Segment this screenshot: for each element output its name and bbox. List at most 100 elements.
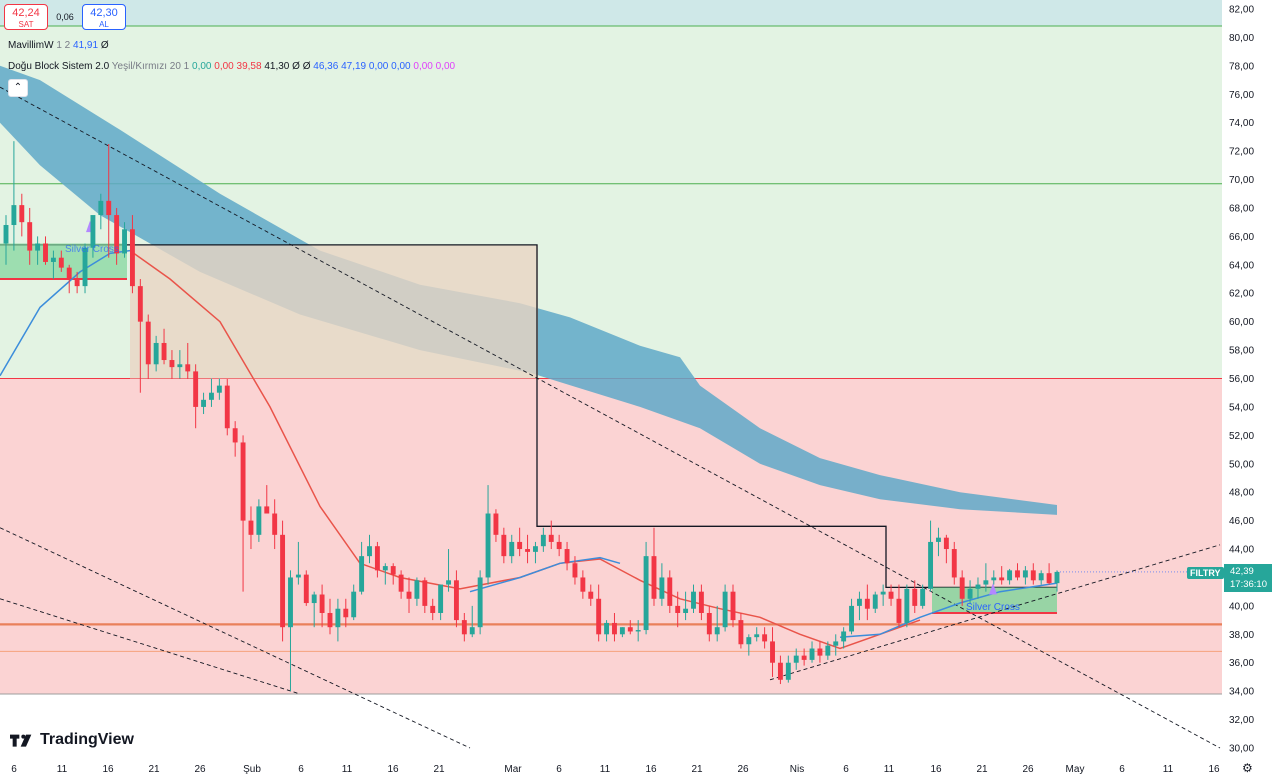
indicator-value: 41,91: [73, 40, 99, 51]
tradingview-logo[interactable]: TradingView: [10, 731, 134, 749]
candle-body: [430, 605, 436, 613]
candle: [904, 584, 910, 628]
candle-body: [809, 648, 815, 660]
candle: [453, 570, 459, 628]
time-axis-label: 11: [600, 764, 611, 775]
sell-button[interactable]: 42,24 SAT: [4, 4, 48, 30]
price-axis-label: 68,00: [1229, 203, 1254, 214]
candle: [256, 499, 262, 542]
candle-body: [540, 534, 546, 547]
candle-body: [849, 605, 854, 632]
candle: [374, 541, 380, 578]
candle-body: [201, 399, 207, 407]
candle-body: [446, 580, 451, 585]
time-axis-label: 11: [57, 764, 68, 775]
candle: [888, 584, 894, 606]
candle-body: [691, 591, 696, 609]
time-axis-label: Nis: [790, 764, 804, 775]
candle-body: [477, 577, 483, 628]
candle: [841, 627, 847, 649]
candle: [98, 193, 104, 230]
candle-body: [153, 342, 159, 365]
symbol-tag: FILTRY: [1187, 567, 1224, 579]
price-axis-label: 34,00: [1229, 687, 1254, 698]
time-axis[interactable]: 6 11 16 21 26 Şub 6 11 16 21 Mar 6 11 16 21 26 Nis 6 11 16 2…: [11, 764, 1220, 775]
candle-body: [185, 364, 191, 372]
indicator-value: Ø: [299, 61, 311, 72]
buy-price: 42,30: [90, 7, 118, 19]
indicator-legend-mavillimw[interactable]: MavillimW 1 2 41,91 Ø: [8, 40, 109, 51]
candle-body: [374, 546, 380, 571]
candle-body: [556, 541, 562, 550]
candle-body: [659, 577, 665, 599]
candle: [90, 215, 96, 258]
candle-body: [1022, 570, 1028, 578]
indicator-values: 0,00 0,00 39,58 41,30 Ø Ø 46,36 47,19 0,…: [192, 61, 455, 72]
candle-body: [177, 364, 183, 368]
candle-body: [438, 584, 444, 613]
candle-body: [145, 321, 151, 365]
candle-body: [453, 580, 459, 621]
candle-body: [161, 342, 167, 361]
candle-body: [414, 580, 420, 599]
price-axis-label: 80,00: [1229, 33, 1254, 44]
gear-icon[interactable]: ⚙: [1242, 761, 1253, 775]
candle: [82, 243, 88, 294]
candle-body: [517, 541, 523, 550]
candle-body: [770, 641, 775, 663]
candle-body: [390, 566, 396, 575]
price-axis[interactable]: 82,00 80,00 78,00 76,00 74,00 72,00 70,00 68,00…: [1222, 0, 1280, 779]
candle-body: [833, 641, 839, 646]
candle-body: [98, 200, 104, 216]
time-axis-label: 6: [843, 764, 849, 775]
candle-body: [311, 594, 317, 604]
candle: [19, 193, 25, 237]
candle: [501, 527, 507, 564]
candle: [896, 584, 902, 628]
candle-body: [343, 608, 349, 618]
candle: [58, 250, 64, 272]
candle: [351, 584, 357, 621]
candle: [327, 598, 333, 635]
time-axis-label: 11: [342, 764, 353, 775]
indicator-value: 47,19: [338, 61, 367, 72]
price-axis-label: 48,00: [1229, 488, 1254, 499]
candle: [224, 378, 230, 436]
price-axis-label: 52,00: [1229, 431, 1254, 442]
time-axis-label: 26: [737, 764, 749, 775]
indicator-value: 0,00: [410, 61, 433, 72]
price-axis-label: 76,00: [1229, 90, 1254, 101]
candle: [406, 577, 412, 613]
candle: [651, 527, 657, 606]
candle: [675, 591, 681, 628]
price-axis-label: 32,00: [1229, 715, 1254, 726]
candle: [50, 250, 56, 280]
candle: [643, 541, 649, 635]
candle: [856, 591, 862, 621]
candle-body: [501, 534, 507, 557]
candle: [74, 271, 80, 294]
candle: [390, 563, 396, 585]
candle-body: [272, 513, 278, 535]
candle: [335, 598, 341, 642]
candle: [738, 612, 744, 649]
candle: [920, 584, 926, 609]
candle: [777, 655, 783, 685]
candle: [698, 584, 704, 621]
candle: [311, 591, 317, 628]
candle-body: [698, 591, 704, 613]
candle: [35, 236, 41, 265]
buy-button[interactable]: 42,30 AL: [82, 4, 126, 30]
buy-label: AL: [99, 20, 109, 29]
candle: [485, 485, 491, 585]
chevron-up-icon[interactable]: ⌃: [8, 79, 28, 97]
candle: [540, 527, 546, 552]
candle: [928, 520, 934, 592]
candle: [762, 627, 768, 649]
candle-body: [793, 655, 799, 663]
candle: [185, 342, 191, 379]
price-axis-label: 58,00: [1229, 346, 1254, 357]
candle-body: [1015, 570, 1020, 578]
indicator-legend-dogu-block[interactable]: Doğu Block Sistem 2.0 Yeşil/Kırmızı 20 1…: [8, 61, 455, 72]
